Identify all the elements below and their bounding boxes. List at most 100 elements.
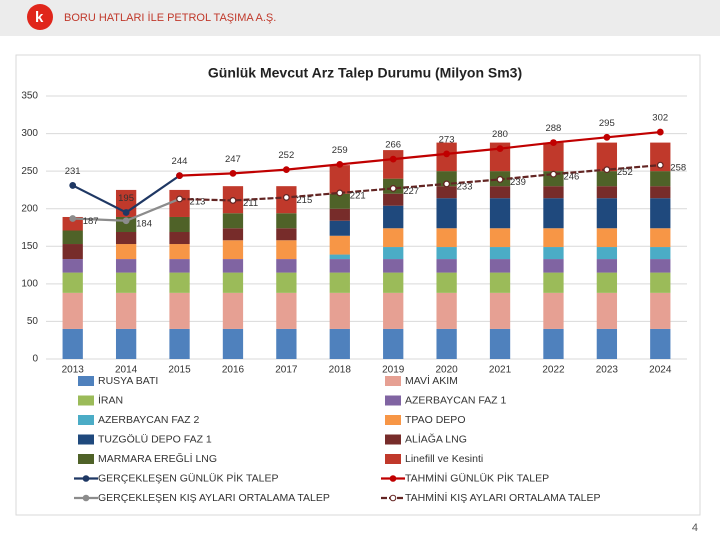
data-label: 215	[296, 195, 312, 206]
line-marker	[69, 182, 77, 189]
data-label: 247	[225, 154, 241, 165]
bar-segment	[222, 213, 244, 229]
bar-segment	[222, 259, 244, 273]
line-marker	[443, 150, 451, 158]
x-tick-label: 2013	[62, 365, 85, 376]
legend-label: MAVİ AKIM	[405, 374, 458, 387]
bar-segment	[596, 142, 618, 172]
data-label: 195	[118, 193, 134, 204]
legend-label: TPAO DEPO	[405, 414, 465, 426]
bar-segment	[329, 259, 350, 273]
line-marker	[443, 180, 451, 188]
legend-swatch	[78, 395, 94, 406]
line-marker	[282, 166, 290, 174]
x-tick-label: 2024	[649, 365, 672, 376]
legend-label: RUSYA BATI	[98, 375, 158, 387]
line-marker	[176, 195, 183, 203]
bar-segment	[596, 186, 618, 199]
bar-segment	[650, 228, 671, 248]
legend-swatch	[78, 415, 94, 425]
line-marker	[122, 217, 130, 225]
bar-segment	[62, 328, 83, 359]
bar-segment	[436, 292, 457, 329]
bar-segment	[276, 240, 297, 260]
bar-segment	[169, 292, 190, 329]
data-label: 258	[670, 163, 686, 174]
legend-label: AZERBAYCAN FAZ 1	[405, 394, 506, 406]
line-marker	[229, 169, 237, 177]
line-marker	[336, 189, 344, 197]
bar-segment	[489, 198, 511, 229]
bar-segment	[169, 216, 190, 233]
data-label: 233	[457, 181, 473, 192]
bar-segment	[489, 272, 511, 293]
bar-segment	[650, 171, 671, 187]
legend-label: MARMARA EREĞLİ LNG	[98, 452, 217, 465]
logo-mark: k	[35, 9, 44, 26]
bar-segment	[329, 254, 350, 260]
legend-swatch	[385, 434, 401, 445]
legend-swatch	[385, 376, 401, 386]
data-label: 227	[403, 186, 419, 197]
bar-segment	[543, 186, 564, 199]
bar-segment	[62, 216, 83, 231]
bar-segment	[62, 230, 83, 245]
bar-segment	[543, 198, 564, 229]
bar-segment	[489, 259, 511, 273]
bar-segment	[383, 193, 404, 206]
data-label: 252	[617, 167, 633, 178]
bar-segment	[489, 186, 511, 199]
x-tick-label: 2022	[542, 365, 565, 376]
bar-segment	[436, 247, 457, 260]
bar-segment	[276, 259, 297, 273]
legend-label: ALİAĞA LNG	[405, 432, 467, 445]
line-marker	[550, 170, 557, 178]
bar-segment	[276, 272, 297, 293]
bar-segment	[596, 292, 618, 329]
x-tick-label: 2017	[275, 365, 298, 376]
bar-segment	[543, 328, 564, 359]
bar-segment	[489, 328, 511, 359]
legend-swatch	[385, 395, 401, 406]
bar-segment	[436, 259, 457, 273]
bar-segment	[222, 272, 244, 293]
bar-segment	[543, 142, 564, 172]
data-label: 259	[332, 145, 348, 156]
legend-label: AZERBAYCAN FAZ 2	[98, 414, 199, 426]
bar-segment	[650, 272, 671, 293]
bar-segment	[169, 244, 190, 260]
data-label: 244	[172, 156, 188, 167]
header-band	[0, 0, 720, 36]
y-tick-label: 250	[21, 166, 38, 177]
legend-swatch	[78, 434, 94, 445]
bar-segment	[62, 292, 83, 329]
bar-segment	[383, 292, 404, 329]
legend-swatch	[78, 454, 94, 464]
line-marker	[603, 133, 611, 141]
data-label: 187	[83, 216, 99, 227]
line-series	[179, 164, 661, 202]
legend-label: GERÇEKLEŞEN KIŞ AYLARI ORTALAMA TALEP	[98, 492, 330, 504]
line-marker	[389, 155, 397, 163]
bar-segment	[650, 198, 671, 229]
bar-segment	[62, 272, 83, 293]
bar-segment	[115, 244, 137, 260]
chart-frame	[15, 54, 701, 516]
legend-marker	[389, 494, 397, 502]
line-marker	[496, 176, 504, 183]
data-label: 246	[563, 172, 579, 183]
legend-swatch	[78, 376, 94, 386]
bar-segment	[383, 272, 404, 293]
line-marker	[389, 185, 397, 192]
bar-segment	[543, 272, 564, 293]
y-tick-label: 350	[21, 91, 38, 102]
x-tick-label: 2015	[168, 365, 191, 376]
bar-segment	[596, 198, 618, 229]
line-marker	[656, 161, 664, 169]
bar-segment	[115, 232, 137, 245]
bar-segment	[596, 247, 618, 260]
bar-segment	[489, 228, 511, 248]
legend-marker	[82, 494, 90, 502]
bar-segment	[115, 292, 137, 329]
bar-segment	[115, 259, 137, 273]
